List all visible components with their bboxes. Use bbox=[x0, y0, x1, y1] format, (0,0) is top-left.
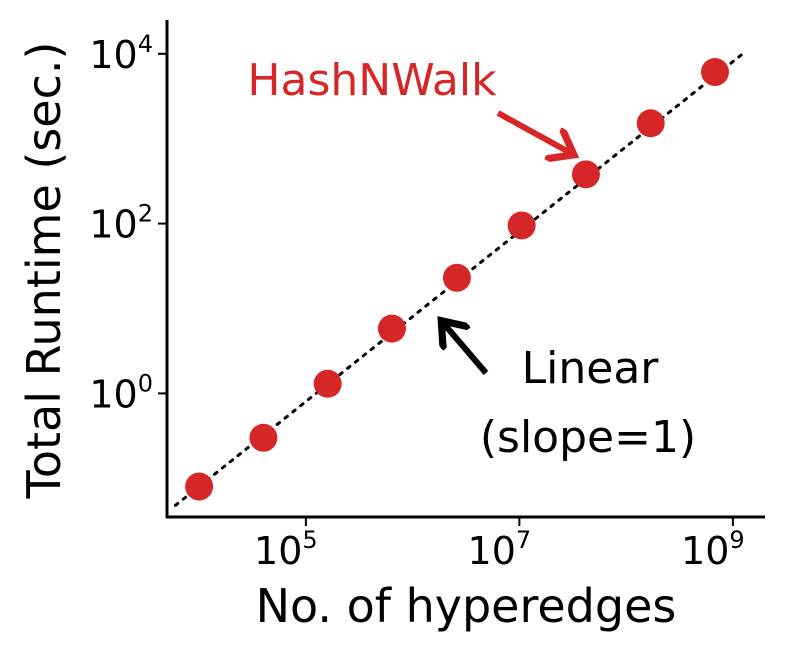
y-tick-label: 102 bbox=[89, 200, 153, 247]
data-point bbox=[185, 472, 214, 501]
hashnwalk-annotation-arrow bbox=[496, 110, 570, 153]
linear-annotation-line1: Linear bbox=[522, 343, 660, 394]
data-point bbox=[507, 211, 536, 240]
data-point bbox=[313, 369, 342, 398]
y-axis-title: Total Runtime (sec.) bbox=[17, 42, 71, 500]
y-tick-label: 100 bbox=[89, 369, 153, 416]
y-tick-label: 104 bbox=[89, 30, 153, 77]
x-tick-label: 107 bbox=[468, 526, 532, 573]
linear-annotation-arrow bbox=[444, 324, 489, 375]
axes bbox=[165, 20, 765, 519]
data-point bbox=[377, 314, 406, 343]
linear-annotation-line2: (slope=1) bbox=[480, 412, 696, 463]
series-hashnwalk bbox=[185, 58, 729, 501]
x-axis-title: No. of hyperedges bbox=[256, 579, 677, 633]
x-ticks: 105 107 109 bbox=[254, 517, 745, 573]
data-point bbox=[249, 423, 278, 452]
data-point bbox=[442, 263, 471, 292]
y-ticks: 100 102 104 bbox=[89, 30, 167, 416]
data-point bbox=[571, 160, 600, 189]
data-point bbox=[700, 58, 729, 87]
hashnwalk-annotation: HashNWalk bbox=[247, 55, 497, 106]
data-point bbox=[636, 109, 665, 138]
x-tick-label: 105 bbox=[254, 526, 318, 573]
x-tick-label: 109 bbox=[681, 526, 745, 573]
